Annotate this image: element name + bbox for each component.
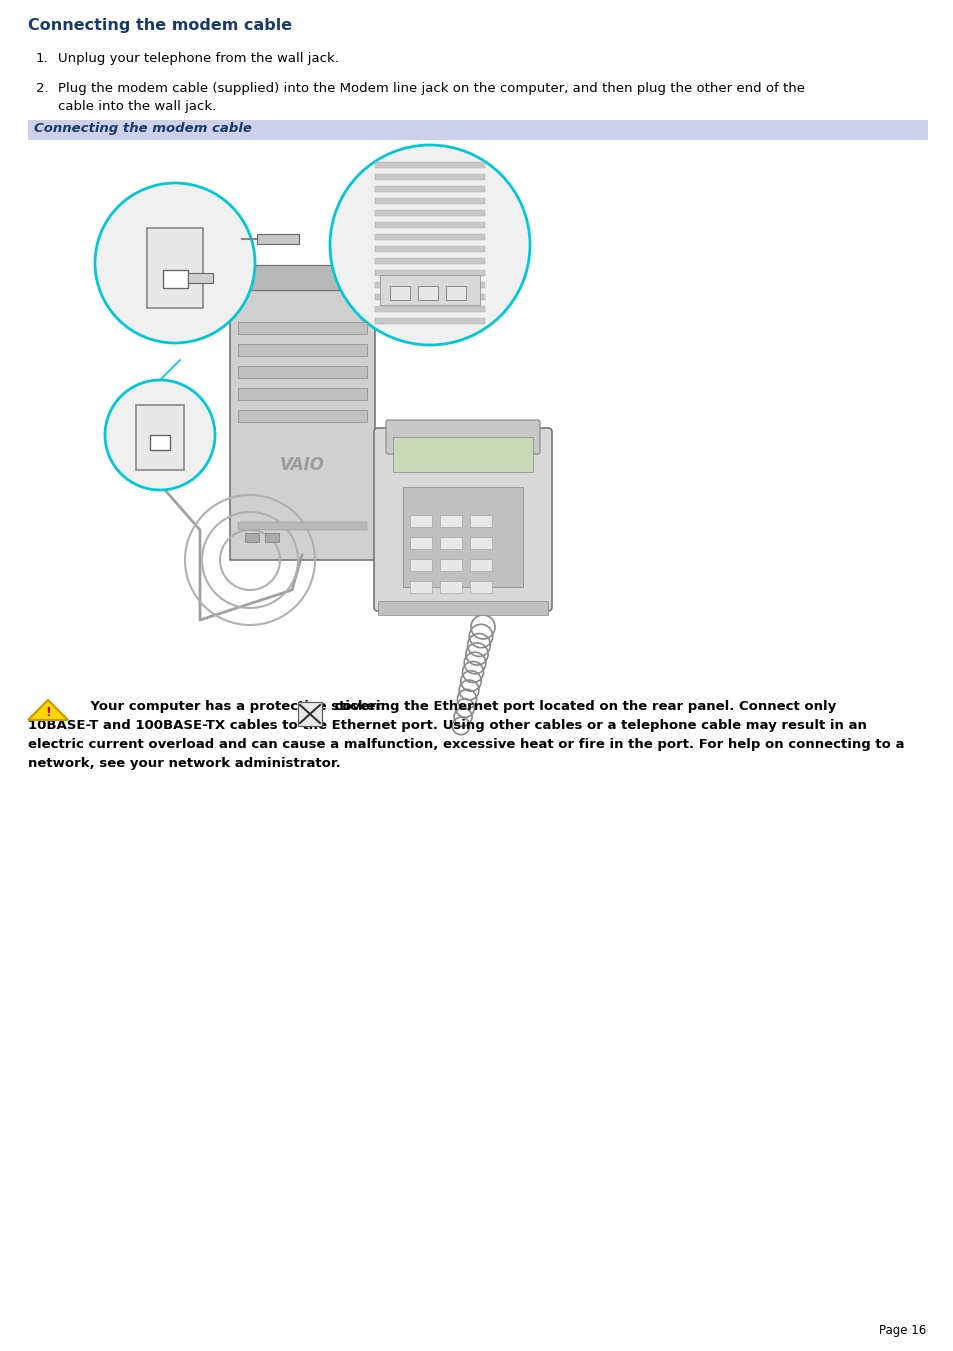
Circle shape: [330, 145, 530, 345]
Bar: [375, 199, 484, 204]
Bar: [390, 286, 410, 300]
Bar: [470, 559, 492, 571]
Bar: [470, 581, 492, 593]
Bar: [375, 246, 484, 253]
Bar: [410, 536, 432, 549]
Bar: [150, 435, 170, 450]
Text: VAIO: VAIO: [280, 457, 325, 474]
FancyBboxPatch shape: [386, 420, 539, 454]
Bar: [417, 286, 437, 300]
Circle shape: [105, 380, 214, 490]
Bar: [237, 521, 367, 530]
Bar: [393, 436, 533, 471]
FancyBboxPatch shape: [374, 428, 552, 611]
Text: Plug the modem cable (supplied) into the Modem line jack on the computer, and th: Plug the modem cable (supplied) into the…: [58, 82, 804, 95]
Bar: [470, 515, 492, 527]
Bar: [256, 234, 298, 245]
Bar: [402, 486, 522, 586]
Bar: [237, 388, 367, 400]
Text: Connecting the modem cable: Connecting the modem cable: [34, 122, 252, 135]
Bar: [375, 234, 484, 240]
Text: electric current overload and can cause a malfunction, excessive heat or fire in: electric current overload and can cause …: [28, 738, 903, 751]
Bar: [375, 162, 484, 168]
Bar: [230, 290, 375, 561]
Bar: [375, 317, 484, 324]
Bar: [375, 295, 484, 300]
Bar: [163, 270, 188, 288]
Bar: [265, 534, 278, 542]
Text: Unplug your telephone from the wall jack.: Unplug your telephone from the wall jack…: [58, 51, 338, 65]
Bar: [375, 270, 484, 276]
Bar: [375, 186, 484, 192]
Bar: [188, 273, 213, 282]
Bar: [375, 209, 484, 216]
Bar: [237, 322, 367, 334]
Bar: [28, 142, 927, 667]
Bar: [446, 286, 465, 300]
Bar: [375, 258, 484, 263]
Bar: [237, 345, 367, 357]
Bar: [375, 174, 484, 180]
Bar: [439, 515, 461, 527]
Bar: [230, 265, 375, 290]
Bar: [375, 282, 484, 288]
Text: !: !: [45, 707, 51, 720]
Bar: [375, 305, 484, 312]
Bar: [410, 515, 432, 527]
Text: covering the Ethernet port located on the rear panel. Connect only: covering the Ethernet port located on th…: [330, 700, 836, 713]
Text: 1.: 1.: [36, 51, 49, 65]
Text: cable into the wall jack.: cable into the wall jack.: [58, 100, 216, 113]
Bar: [377, 601, 547, 615]
Bar: [439, 581, 461, 593]
Text: network, see your network administrator.: network, see your network administrator.: [28, 757, 340, 770]
Text: Page 16: Page 16: [878, 1324, 925, 1337]
Bar: [410, 559, 432, 571]
Polygon shape: [28, 700, 68, 720]
Text: Connecting the modem cable: Connecting the modem cable: [28, 18, 292, 32]
Bar: [410, 581, 432, 593]
Text: 10BASE-T and 100BASE-TX cables to the Ethernet port. Using other cables or a tel: 10BASE-T and 100BASE-TX cables to the Et…: [28, 719, 866, 732]
Bar: [245, 534, 258, 542]
Text: 2.: 2.: [36, 82, 49, 95]
Bar: [28, 120, 927, 141]
Text: Your computer has a protective sticker: Your computer has a protective sticker: [71, 700, 391, 713]
Bar: [136, 405, 184, 470]
Bar: [237, 366, 367, 378]
Bar: [470, 536, 492, 549]
Bar: [439, 559, 461, 571]
Circle shape: [95, 182, 254, 343]
Bar: [439, 536, 461, 549]
Bar: [297, 703, 322, 725]
Bar: [147, 228, 203, 308]
Bar: [379, 276, 479, 305]
Bar: [237, 409, 367, 422]
Bar: [375, 222, 484, 228]
